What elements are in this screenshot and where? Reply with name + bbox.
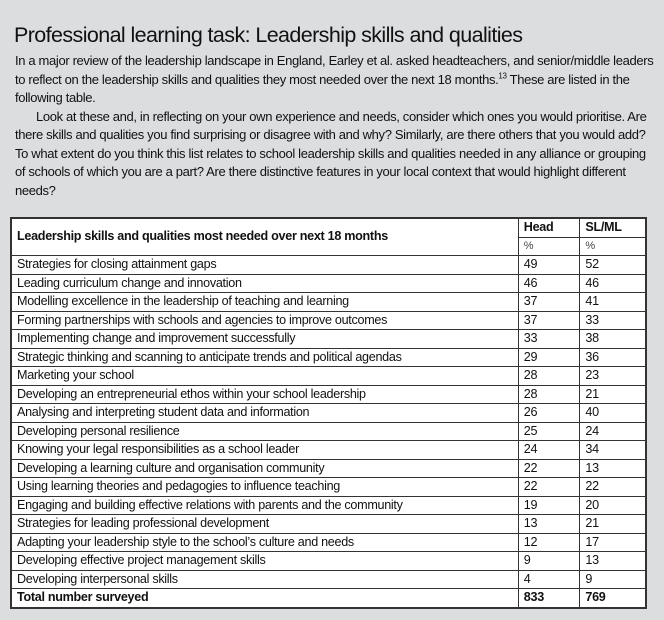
cell-head: 22	[517, 458, 581, 478]
table-row: Strategies for closing attainment gaps 49…	[10, 255, 647, 275]
total-row: Total number surveyed 833 769	[10, 588, 647, 608]
cell-slml: 21	[579, 514, 647, 534]
table-row: Developing an entrepreneurial ethos with…	[10, 384, 647, 404]
unit-slml: %	[579, 236, 647, 256]
table-row: Analysing and interpreting student data …	[10, 403, 647, 423]
intro-text: In a major review of the leadership land…	[15, 52, 655, 200]
cell-head: 46	[517, 273, 581, 293]
cell-slml: 17	[579, 532, 647, 552]
cell-head: 29	[517, 347, 581, 367]
table-row: Using learning theories and pedagogies t…	[10, 477, 647, 497]
cell-skill: Strategies for closing attainment gaps	[10, 255, 519, 275]
intro-p1-text: In a major review of the leadership land…	[15, 53, 654, 87]
table-row: Engaging and building effective relation…	[10, 495, 647, 515]
footnote-ref: 13	[498, 71, 507, 81]
cell-slml: 40	[579, 403, 647, 423]
table-unit-row: % %	[11, 236, 647, 256]
cell-head: 25	[517, 421, 581, 441]
table-row: Developing interpersonal skills 4 9	[10, 569, 647, 589]
intro-paragraph-1: In a major review of the leadership land…	[15, 52, 655, 108]
table-row: Forming partnerships with schools and ag…	[10, 310, 647, 330]
cell-skill: Leading curriculum change and innovation	[10, 273, 519, 293]
cell-skill: Strategies for leading professional deve…	[10, 514, 519, 534]
cell-head: 49	[517, 255, 581, 275]
cell-slml: 41	[579, 292, 647, 312]
cell-head: 22	[517, 477, 581, 497]
table-row: Developing effective project management …	[10, 551, 647, 571]
cell-slml: 9	[579, 569, 647, 589]
cell-skill: Forming partnerships with schools and ag…	[10, 310, 519, 330]
cell-slml: 38	[579, 329, 647, 349]
cell-slml: 23	[579, 366, 647, 386]
cell-head: 24	[517, 440, 581, 460]
cell-slml: 46	[579, 273, 647, 293]
table-row: Implementing change and improvement succ…	[10, 329, 647, 349]
total-head: 833	[517, 588, 581, 608]
table-row: Developing personal resilience 25 24	[10, 421, 647, 441]
header-head: Head	[517, 217, 581, 238]
cell-skill: Knowing your legal responsibilities as a…	[10, 440, 519, 460]
unit-head: %	[517, 236, 581, 256]
cell-skill: Developing effective project management …	[10, 551, 519, 571]
cell-slml: 13	[579, 458, 647, 478]
cell-skill: Implementing change and improvement succ…	[10, 329, 519, 349]
table-row: Modelling excellence in the leadership o…	[10, 292, 647, 312]
cell-slml: 20	[579, 495, 647, 515]
cell-slml: 52	[579, 255, 647, 275]
intro-paragraph-2: Look at these and, in reflecting on your…	[15, 108, 647, 198]
cell-slml: 22	[579, 477, 647, 497]
cell-skill: Analysing and interpreting student data …	[10, 403, 519, 423]
cell-skill: Engaging and building effective relation…	[10, 495, 519, 515]
total-slml: 769	[579, 588, 647, 608]
cell-slml: 36	[579, 347, 647, 367]
table-row: Knowing your legal responsibilities as a…	[10, 440, 647, 460]
table-row: Marketing your school 28 23	[10, 366, 647, 386]
cell-skill: Strategic thinking and scanning to antic…	[10, 347, 519, 367]
cell-skill: Developing an entrepreneurial ethos with…	[10, 384, 519, 404]
cell-head: 4	[517, 569, 581, 589]
cell-skill: Developing personal resilience	[10, 421, 519, 441]
cell-head: 28	[517, 384, 581, 404]
cell-skill: Developing a learning culture and organi…	[10, 458, 519, 478]
cell-head: 33	[517, 329, 581, 349]
intro-p1-tail: These are listed in the following table.	[15, 71, 630, 106]
header-skill-label: Leadership skills and qualities most nee…	[10, 217, 519, 256]
cell-head: 26	[517, 403, 581, 423]
cell-slml: 24	[579, 421, 647, 441]
table-row: Adapting your leadership style to the sc…	[10, 532, 647, 552]
cell-head: 19	[517, 495, 581, 515]
table-header-row: Leadership skills and qualities most nee…	[10, 217, 647, 256]
cell-head: 28	[517, 366, 581, 386]
cell-slml: 13	[579, 551, 647, 571]
cell-head: 13	[517, 514, 581, 534]
cell-head: 9	[517, 551, 581, 571]
table-row: Leading curriculum change and innovation…	[10, 273, 647, 293]
table-row: Strategies for leading professional deve…	[10, 514, 647, 534]
cell-slml: 34	[579, 440, 647, 460]
header-slml: SL/ML	[579, 217, 647, 238]
cell-skill: Developing interpersonal skills	[10, 569, 519, 589]
cell-slml: 21	[579, 384, 647, 404]
cell-skill: Marketing your school	[10, 366, 519, 386]
cell-skill: Adapting your leadership style to the sc…	[10, 532, 519, 552]
table-row: Strategic thinking and scanning to antic…	[10, 347, 647, 367]
total-label: Total number surveyed	[10, 588, 519, 608]
cell-skill: Modelling excellence in the leadership o…	[10, 292, 519, 312]
cell-head: 12	[517, 532, 581, 552]
cell-head: 37	[517, 310, 581, 330]
cell-slml: 33	[579, 310, 647, 330]
cell-skill: Using learning theories and pedagogies t…	[10, 477, 519, 497]
cell-head: 37	[517, 292, 581, 312]
table-row: Developing a learning culture and organi…	[10, 458, 647, 478]
page-title: Professional learning task: Leadership s…	[14, 23, 523, 48]
skills-table: Leadership skills and qualities most nee…	[10, 217, 647, 609]
